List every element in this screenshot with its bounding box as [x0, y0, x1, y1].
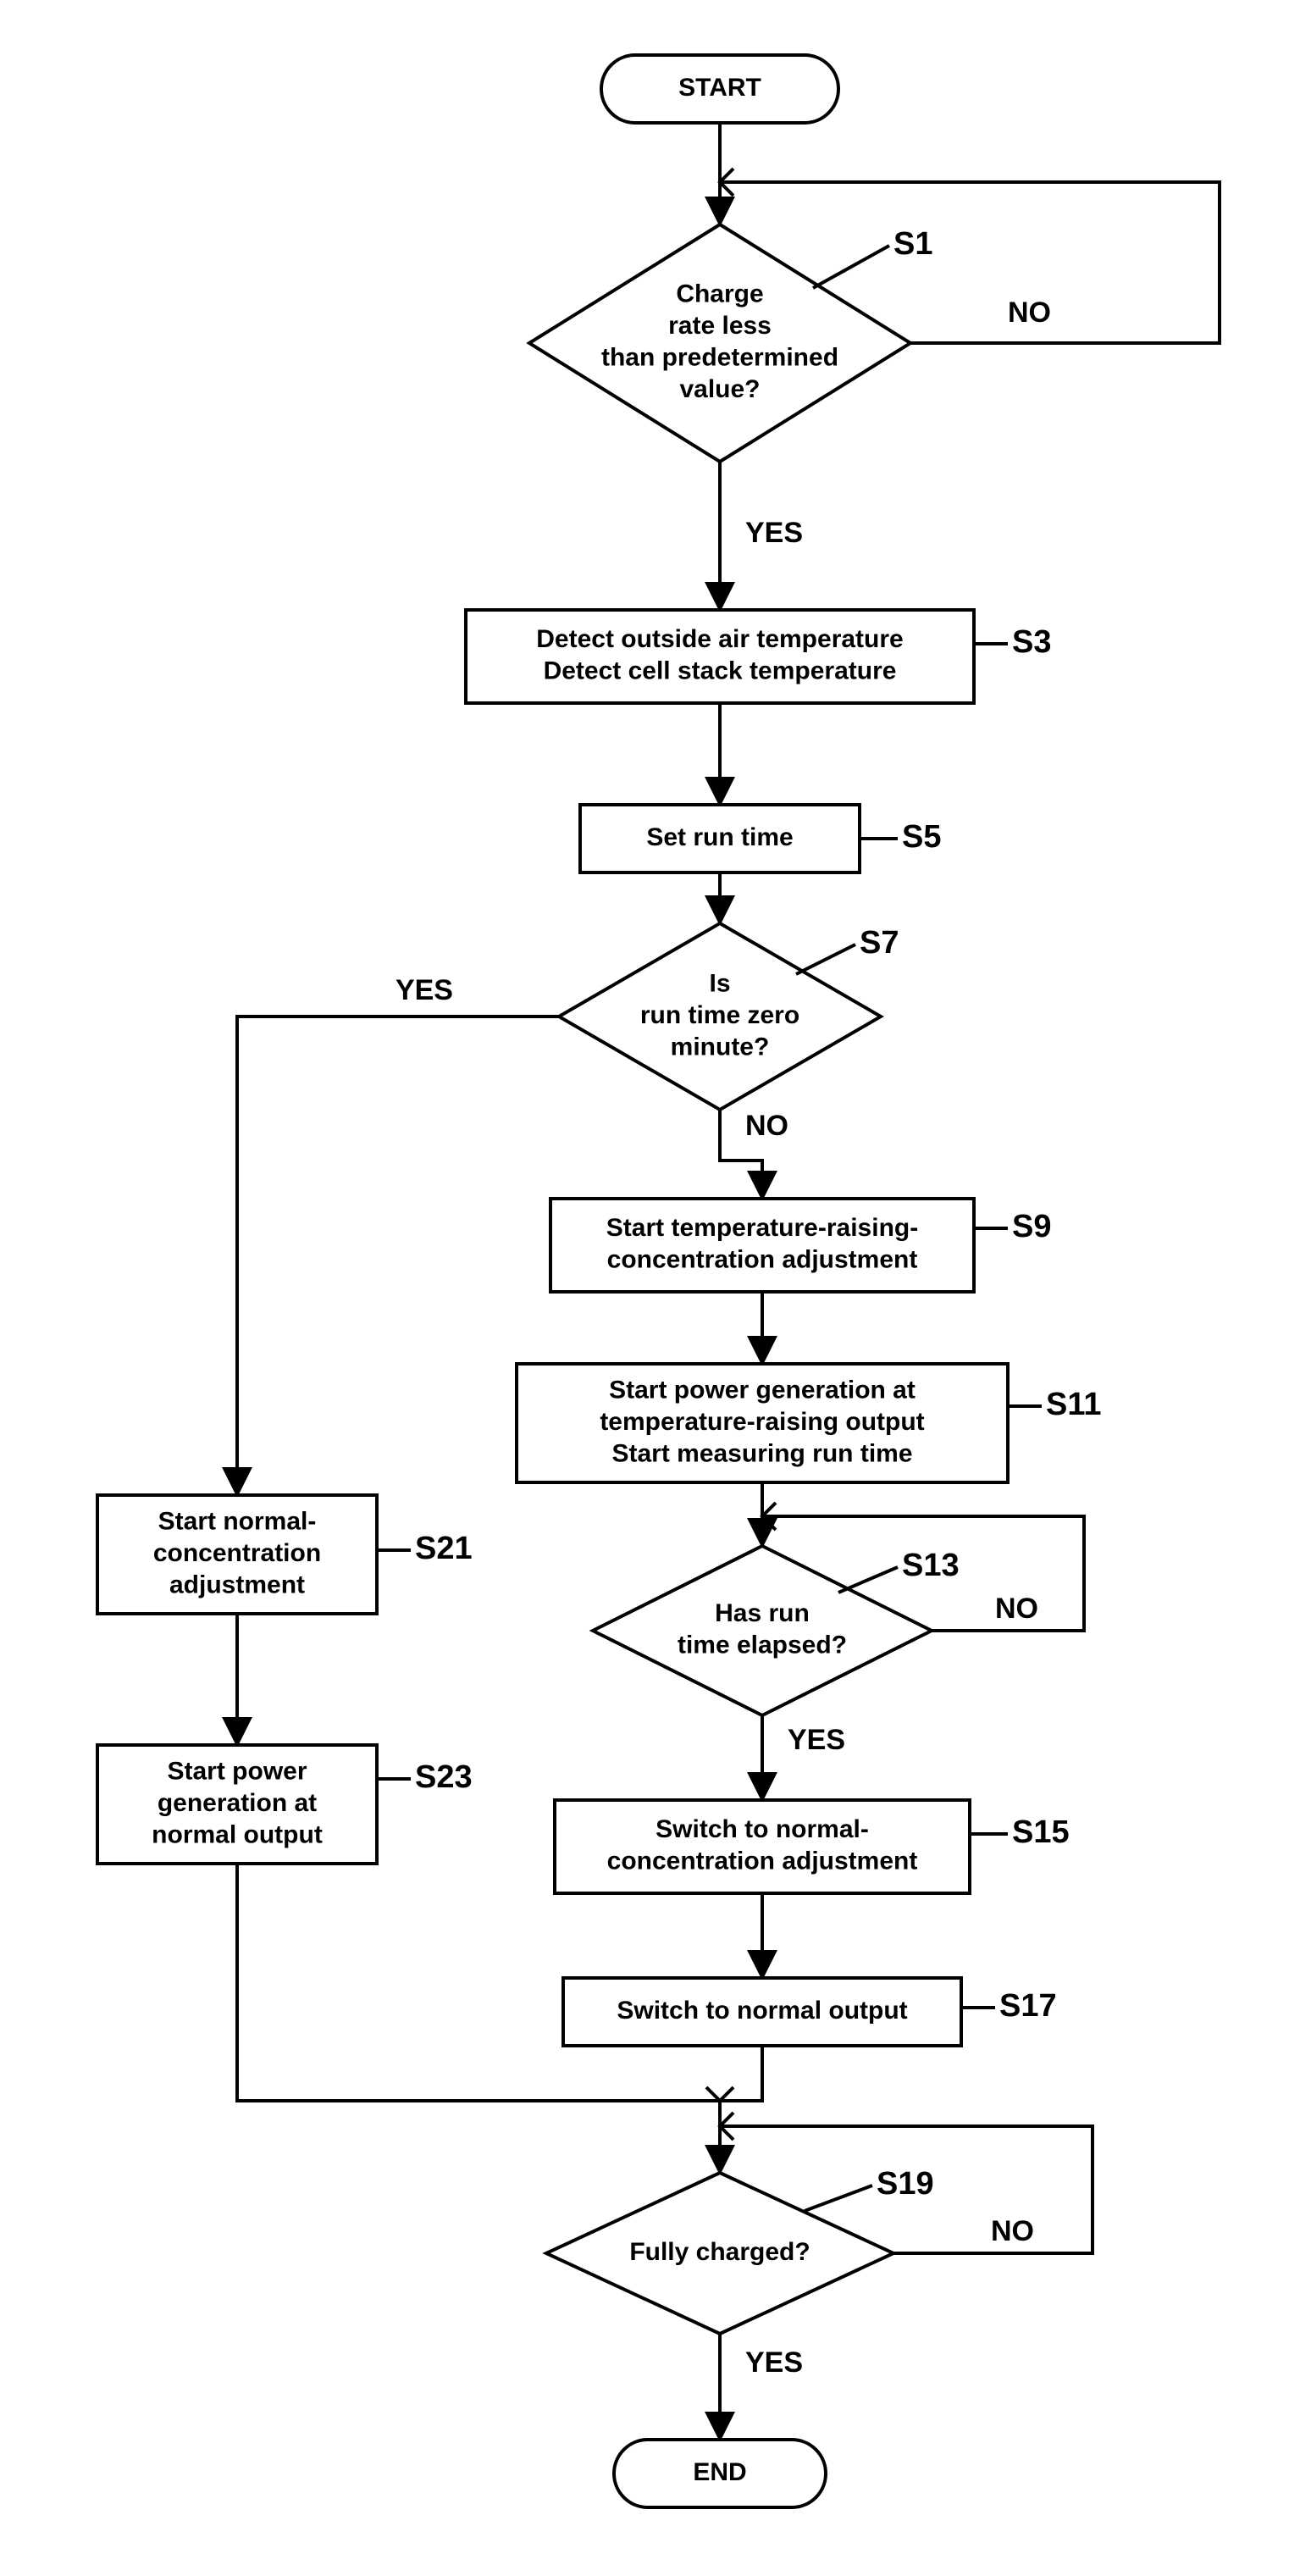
edge-label: NO [1008, 296, 1051, 329]
node-text: concentration adjustment [607, 1246, 918, 1274]
node-s3: Detect outside air temperature Detect cel… [466, 610, 974, 703]
node-text: normal output [152, 1820, 323, 1848]
node-text: Start temperature-raising- [606, 1214, 918, 1242]
step-label-s15: S15 [1012, 1814, 1070, 1850]
node-text: Fully charged? [629, 2238, 810, 2266]
leader-line [796, 945, 855, 974]
node-s23: Start power generation at normal output [97, 1745, 377, 1864]
node-text: run time zero [640, 1001, 799, 1029]
node-text: value? [679, 375, 760, 403]
leader-line [805, 2185, 872, 2211]
node-text: END [693, 2458, 746, 2486]
step-label-s23: S23 [415, 1759, 473, 1795]
leader-line [838, 1567, 898, 1593]
node-text: Charge [676, 280, 763, 308]
edge-label: NO [995, 1593, 1038, 1625]
node-text: concentration [153, 1539, 321, 1567]
node-text: Detect cell stack temperature [544, 657, 897, 685]
node-text: Is [709, 969, 730, 997]
edge-label: YES [745, 2346, 803, 2379]
nodes: START Charge rate less than predetermined va… [97, 55, 1008, 2507]
node-s17: Switch to normal output [563, 1978, 961, 2046]
step-label-s19: S19 [877, 2166, 934, 2202]
node-text: minute? [671, 1033, 770, 1061]
step-label-s13: S13 [902, 1548, 960, 1583]
edge-label: NO [991, 2215, 1034, 2247]
step-label-s3: S3 [1012, 624, 1051, 660]
node-text: Switch to normal output [617, 1997, 907, 2025]
step-label-s11: S11 [1046, 1387, 1102, 1422]
node-text: Switch to normal- [656, 1815, 869, 1843]
node-end: END [614, 2440, 826, 2507]
step-label-s17: S17 [999, 1988, 1057, 2024]
edge-label: NO [745, 1110, 788, 1142]
flowchart: YES NO YES YES NO NO NO YES START Charge rate less… [0, 0, 1300, 2576]
node-text: concentration adjustment [607, 1848, 918, 1875]
node-s13: Has run time elapsed? [593, 1546, 932, 1715]
node-text: Detect outside air temperature [536, 625, 903, 653]
step-label-s5: S5 [902, 819, 941, 855]
node-text: generation at [158, 1789, 317, 1817]
node-text: Set run time [646, 823, 793, 851]
node-text: Start measuring run time [611, 1439, 912, 1467]
step-label-s21: S21 [415, 1531, 473, 1566]
node-text: than predetermined [601, 344, 838, 372]
node-text: Start power [167, 1757, 307, 1785]
node-text: Start power generation at [609, 1376, 916, 1404]
node-text: temperature-raising output [600, 1408, 924, 1436]
node-text: Has run [715, 1599, 810, 1627]
edge [237, 1017, 559, 1495]
node-text: adjustment [169, 1571, 305, 1598]
edge-label: YES [745, 517, 803, 549]
edge [720, 2046, 762, 2173]
node-s5: Set run time [580, 805, 860, 873]
node-s21: Start normal-concentration adjustment [97, 1495, 377, 1614]
node-text: START [678, 74, 761, 102]
node-start: START [601, 55, 838, 123]
node-s11: Start power generation at temperature-rai… [517, 1364, 1008, 1482]
edge-label: YES [396, 974, 453, 1006]
node-s9: Start temperature-raising-concentration … [550, 1199, 974, 1292]
edge-label: YES [788, 1724, 845, 1756]
step-label-s7: S7 [860, 925, 899, 961]
node-text: rate less [668, 312, 772, 340]
node-s15: Switch to normal-concentration adjustmen… [555, 1800, 970, 1893]
node-s1: Charge rate less than predetermined value? [529, 224, 910, 462]
step-label-s1: S1 [893, 226, 932, 262]
leader-line [813, 246, 889, 288]
node-s7: Is run time zero minute? [559, 923, 881, 1110]
node-text: time elapsed? [678, 1631, 847, 1659]
step-label-s9: S9 [1012, 1209, 1051, 1244]
merge-tick [706, 2087, 733, 2101]
node-text: Start normal- [158, 1507, 317, 1535]
